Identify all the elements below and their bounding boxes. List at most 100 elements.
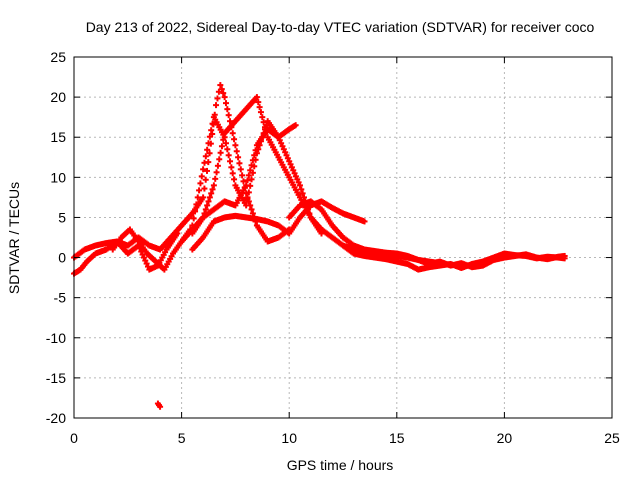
data-point (361, 218, 368, 225)
data-point (292, 173, 299, 180)
data-point (204, 202, 211, 209)
data-point (220, 136, 227, 143)
data-point (244, 195, 251, 202)
data-point (221, 94, 228, 101)
data-point (229, 170, 236, 177)
data-point (255, 99, 262, 106)
data-point (243, 202, 250, 209)
data-point (222, 140, 229, 147)
data-point (257, 109, 264, 116)
data-point (140, 254, 147, 261)
data-point (190, 215, 197, 222)
x-tick-label: 10 (281, 430, 297, 446)
data-point (243, 182, 250, 189)
data-point (231, 136, 238, 143)
data-point (202, 153, 209, 160)
data-point (194, 194, 201, 201)
data-point (225, 152, 232, 159)
data-point (142, 257, 149, 264)
x-axis-label: GPS time / hours (287, 457, 394, 473)
data-point (288, 164, 295, 171)
data-point (244, 177, 251, 184)
y-tick-label: -10 (46, 330, 66, 346)
data-point (157, 403, 164, 410)
y-tick-label: 25 (50, 49, 66, 65)
data-point (294, 176, 301, 183)
data-point (229, 130, 236, 137)
data-point (193, 201, 200, 208)
data-point (224, 146, 231, 153)
data-point (143, 260, 150, 267)
data-point (227, 158, 234, 165)
data-point (286, 158, 293, 165)
data-point (280, 146, 287, 153)
data-point (218, 86, 225, 93)
x-tick-label: 20 (497, 430, 513, 446)
data-point (292, 122, 299, 129)
data-point (200, 166, 207, 173)
y-tick-label: 20 (50, 89, 66, 105)
axis-ticks: 0 5 10 15 20 25 -20 -15 -10 -5 0 5 10 15 20 25 (46, 49, 620, 446)
data-point (225, 112, 232, 119)
data-point (252, 147, 259, 154)
y-tick-label: 10 (50, 169, 66, 185)
data-point (222, 100, 229, 107)
y-tick-label: -15 (46, 370, 66, 386)
data-point (236, 160, 243, 167)
data-point (201, 185, 208, 192)
x-tick-label: 25 (604, 430, 620, 446)
data-point (283, 152, 290, 159)
plot-frame (73, 56, 613, 419)
data-points (71, 82, 568, 410)
data-point (279, 143, 286, 150)
data-point (203, 167, 210, 174)
data-point (227, 118, 234, 125)
data-point (192, 208, 199, 215)
y-tick-label: 5 (58, 209, 66, 225)
data-point (240, 178, 247, 185)
data-point (248, 176, 255, 183)
data-point (187, 226, 194, 233)
data-point (231, 176, 238, 183)
data-point (290, 167, 297, 174)
y-tick-label: -20 (46, 410, 66, 426)
y-tick-label: -5 (54, 290, 67, 306)
data-point (318, 230, 325, 237)
data-point (212, 175, 219, 182)
data-point (259, 114, 266, 121)
data-point (202, 176, 209, 183)
data-point (287, 161, 294, 168)
data-point (208, 190, 215, 197)
data-point (232, 142, 239, 149)
data-point (198, 173, 205, 180)
y-tick-label: 15 (50, 129, 66, 145)
x-tick-label: 15 (389, 430, 405, 446)
data-point (196, 187, 203, 194)
data-point (237, 166, 244, 173)
data-point (200, 194, 207, 201)
data-point (228, 164, 235, 171)
data-point (239, 172, 246, 179)
data-point (205, 198, 212, 205)
y-tick-label: 0 (58, 250, 66, 266)
data-point (253, 94, 260, 101)
data-point (210, 182, 217, 189)
data-point (205, 140, 212, 147)
data-point (298, 186, 305, 193)
data-point (213, 169, 220, 176)
x-tick-label: 0 (70, 430, 78, 446)
data-point (206, 150, 213, 157)
data-point (224, 106, 231, 113)
data-point (296, 182, 303, 189)
data-point (249, 157, 256, 164)
data-point (260, 119, 267, 126)
data-point (561, 255, 568, 262)
data-point (220, 90, 227, 97)
data-point (174, 230, 181, 237)
data-point (299, 190, 306, 197)
data-point (218, 143, 225, 150)
data-point (251, 152, 258, 159)
data-point (256, 104, 263, 111)
data-point (291, 170, 298, 177)
